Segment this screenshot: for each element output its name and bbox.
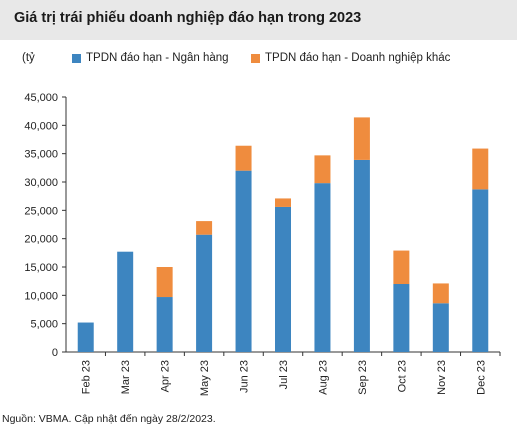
- legend-swatch-bank: [72, 53, 81, 63]
- x-tick-label: Aug 23: [317, 360, 329, 395]
- bar-other: [275, 198, 291, 207]
- legend-label-bank: TPDN đáo hạn - Ngân hàng: [86, 52, 229, 64]
- y-tick-label: 10,000: [24, 290, 58, 302]
- x-tick-label: Feb 23: [81, 360, 93, 394]
- y-tick-label: 5,000: [30, 319, 58, 331]
- x-tick-label: Jul 23: [278, 360, 290, 389]
- bar-other: [393, 250, 410, 284]
- y-tick-label: 0: [52, 347, 58, 359]
- bar-other: [353, 117, 370, 160]
- bar-other: [314, 155, 331, 184]
- y-tick-label: 40,000: [24, 120, 58, 132]
- bar-bank: [117, 251, 134, 352]
- y-tick-label: 25,000: [24, 205, 58, 217]
- legend-item-bank: TPDN đáo hạn - Ngân hàng: [72, 52, 229, 64]
- bar-bank: [432, 303, 449, 352]
- bar-other: [156, 267, 173, 298]
- title-bar: Giá trị trái phiếu doanh nghiệp đáo hạn …: [0, 0, 517, 40]
- bar-bank: [472, 189, 489, 352]
- legend-item-other: TPDN đáo hạn - Doanh nghiệp khác: [251, 52, 450, 64]
- bar-bank: [77, 322, 94, 352]
- y-tick-label: 30,000: [24, 177, 58, 189]
- y-tick-label: 35,000: [24, 149, 58, 161]
- legend-label-other: TPDN đáo hạn - Doanh nghiệp khác: [265, 52, 451, 64]
- bar-bank: [393, 284, 410, 352]
- x-tick-label: Sep 23: [357, 360, 369, 395]
- y-tick-label: 20,000: [24, 234, 58, 246]
- bar-bank: [196, 234, 213, 352]
- bar-other: [235, 145, 252, 171]
- chart-title: Giá trị trái phiếu doanh nghiệp đáo hạn …: [14, 10, 362, 26]
- y-tick-label: 15,000: [24, 262, 58, 274]
- legend-swatch-other: [251, 53, 260, 63]
- bar-other: [432, 283, 449, 304]
- x-tick-label: Dec 23: [475, 360, 487, 395]
- bar-other: [196, 221, 213, 235]
- source-note: Nguồn: VBMA. Cập nhật đến ngày 28/2/2023…: [2, 413, 216, 425]
- bar-other: [472, 148, 489, 190]
- bar-bank: [156, 297, 173, 352]
- bar-bank: [353, 159, 370, 352]
- unit-label: (tỷ: [22, 52, 35, 64]
- x-tick-label: Jun 23: [239, 360, 251, 393]
- x-tick-label: Nov 23: [436, 360, 448, 395]
- x-tick-label: May 23: [199, 360, 211, 396]
- bar-bank: [275, 206, 291, 352]
- y-tick-label: 45,000: [24, 92, 58, 104]
- x-tick-label: Oct 23: [396, 360, 408, 392]
- bar-bank: [235, 170, 252, 352]
- x-tick-label: Apr 23: [160, 360, 172, 392]
- x-tick-label: Mar 23: [120, 360, 132, 394]
- bar-bank: [314, 183, 331, 352]
